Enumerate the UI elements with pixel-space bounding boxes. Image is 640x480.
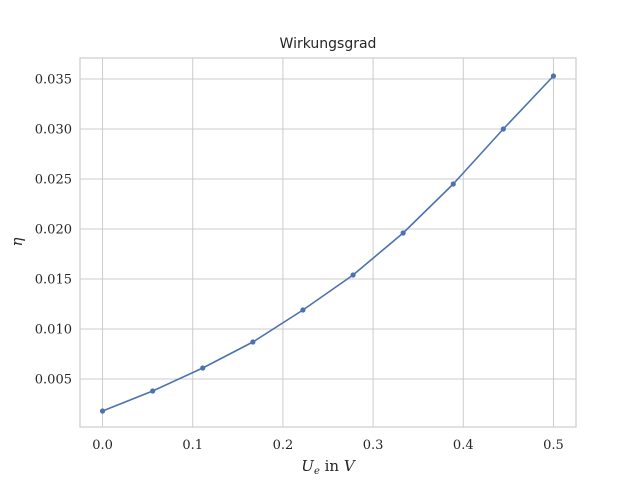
y-tick-label: 0.035	[35, 73, 72, 88]
data-point	[99, 408, 106, 414]
x-axis-label-var: U	[301, 457, 315, 475]
series-line	[102, 75, 555, 412]
y-tick-label: 0.005	[35, 373, 72, 388]
x-axis-label-rest: in	[320, 457, 344, 475]
data-point	[400, 230, 406, 236]
data-point	[550, 73, 557, 79]
series-layer	[99, 73, 557, 414]
plot-frame	[79, 57, 577, 428]
data-point	[200, 365, 206, 371]
x-tick-label: 0.3	[363, 438, 384, 453]
x-axis-label-unit: V	[344, 457, 357, 475]
data-point	[450, 181, 456, 187]
y-tick-label: 0.020	[35, 223, 72, 238]
data-point	[300, 307, 306, 313]
y-tick-label: 0.030	[35, 123, 72, 138]
data-point	[150, 388, 156, 394]
x-tick-label: 0.0	[92, 438, 113, 453]
x-tick-label: 0.2	[273, 438, 294, 453]
x-gridlines	[102, 58, 554, 427]
y-gridlines	[80, 78, 576, 380]
y-tick-label: 0.010	[35, 323, 72, 338]
x-axis-label: Ue in V	[301, 457, 357, 477]
y-axis-label: η	[8, 238, 26, 247]
chart-title: Wirkungsgrad	[280, 36, 377, 52]
x-tick-label: 0.4	[453, 438, 474, 453]
data-point	[500, 126, 506, 132]
data-point	[250, 339, 256, 345]
x-tick-label: 0.5	[543, 438, 564, 453]
data-point	[350, 272, 356, 278]
y-tick-labels: 0.005 0.010 0.015 0.020 0.025 0.030 0.035	[35, 73, 72, 388]
x-tick-labels: 0.0 0.1 0.2 0.3 0.4 0.5	[92, 438, 564, 453]
y-tick-label: 0.015	[35, 273, 72, 288]
y-tick-label: 0.025	[35, 173, 72, 188]
x-tick-label: 0.1	[182, 438, 203, 453]
x-axis-label-sub: e	[314, 466, 320, 477]
